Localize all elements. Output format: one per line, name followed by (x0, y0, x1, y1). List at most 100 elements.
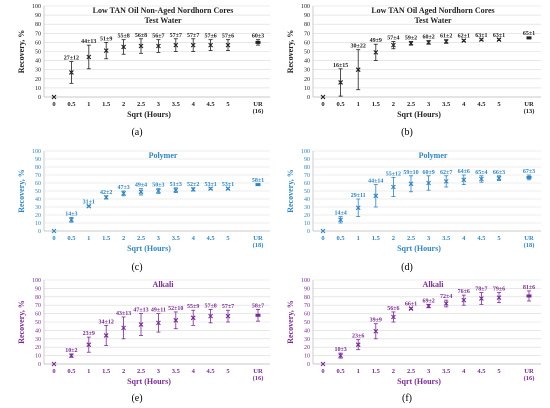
y-tick-label: 0 (38, 229, 41, 235)
x-tick-label: 5 (497, 368, 501, 375)
x-tick-label: 4 (192, 101, 196, 108)
x-axis-label: Sqrt (Hours) (127, 244, 171, 253)
data-point (225, 313, 231, 319)
x-tick-label: 4.5 (477, 235, 486, 242)
data-point (408, 181, 414, 187)
x-tick-label: 5 (226, 235, 230, 242)
y-tick-label: 20 (304, 77, 310, 83)
x-tick-label: 0 (321, 235, 324, 242)
data-label: 47±13 (133, 308, 148, 314)
x-axis-label: Sqrt (Hours) (397, 244, 441, 253)
ur-tick-label: UR (253, 235, 263, 242)
y-tick-label: 60 (304, 181, 310, 187)
data-point (51, 228, 57, 234)
data-label: 51±9 (100, 36, 112, 42)
x-tick-label: 4.5 (207, 235, 216, 242)
x-tick-label: 1 (87, 368, 90, 375)
x-tick-label: 0.5 (67, 101, 76, 108)
y-tick-label: 30 (304, 68, 310, 74)
panel-label: (d) (401, 262, 413, 273)
x-tick-label: 4.5 (477, 101, 486, 108)
data-point (156, 320, 161, 326)
y-tick-label: 60 (35, 181, 41, 187)
y-tick-label: 20 (304, 345, 310, 351)
data-point (479, 296, 484, 301)
x-tick-label: 3 (427, 101, 431, 108)
x-tick-label: 4 (192, 368, 196, 375)
y-tick-label: 80 (35, 295, 41, 301)
x-tick-label: 3 (157, 235, 161, 242)
data-label: 56±7 (152, 34, 164, 40)
ur-data-label: 60±3 (252, 34, 264, 40)
data-point (496, 37, 502, 43)
x-tick-label: 2.5 (137, 235, 146, 242)
panel-title: Test Water (414, 16, 452, 25)
x-tick-label: 2 (122, 235, 125, 242)
y-tick-label: 10 (304, 221, 310, 227)
data-point (69, 217, 74, 223)
data-label: 57±4 (387, 35, 399, 41)
x-tick-label: 2 (392, 368, 395, 375)
data-point (373, 50, 379, 55)
y-tick-label: 0 (38, 362, 41, 368)
data-point (338, 80, 343, 85)
data-label: 78±7 (475, 287, 487, 293)
panel-label: (a) (131, 127, 142, 138)
y-tick-label: 60 (304, 40, 310, 46)
y-tick-label: 40 (35, 328, 41, 334)
x-tick-label: 1.5 (102, 101, 111, 108)
y-tick-label: 30 (304, 337, 310, 343)
data-point (461, 177, 467, 183)
x-tick-label: 3 (157, 368, 161, 375)
y-tick-label: 100 (301, 4, 310, 10)
data-label: 10±3 (334, 347, 346, 353)
data-point (103, 195, 109, 200)
x-tick-label: 4.5 (477, 368, 486, 375)
data-label: 49±4 (135, 183, 147, 189)
data-label: 10±2 (65, 348, 77, 354)
y-tick-label: 0 (38, 95, 41, 101)
y-tick-label: 100 (32, 4, 41, 10)
data-point (355, 67, 361, 73)
y-tick-label: 70 (304, 303, 310, 309)
ur-data-label: 81±6 (523, 285, 535, 291)
y-tick-label: 100 (301, 278, 310, 284)
x-tick-label: 2 (122, 101, 125, 108)
y-tick-label: 50 (35, 50, 41, 56)
panel-title: Polymer (419, 151, 448, 160)
data-label: 53±1 (222, 182, 234, 188)
x-tick-label: 5 (497, 101, 501, 108)
data-label: 59±10 (403, 170, 418, 176)
panel-4 (312, 150, 541, 234)
data-point (51, 94, 57, 100)
panel-title: Low TAN Oil Aged Nordhorn Cores (371, 6, 494, 15)
data-label: 55±12 (386, 171, 401, 177)
x-tick-label: 4 (462, 101, 466, 108)
data-point (86, 342, 92, 348)
y-tick-label: 30 (304, 205, 310, 211)
x-tick-label: 0 (52, 101, 55, 108)
data-point (443, 179, 449, 184)
x-tick-label: 3.5 (172, 101, 181, 108)
panel-label: (c) (131, 262, 142, 273)
data-label: 57±6 (204, 34, 216, 40)
y-tick-label: 90 (35, 286, 41, 292)
panel-1 (43, 5, 270, 100)
data-point (138, 189, 144, 195)
data-point (391, 314, 396, 320)
x-tick-label: 2.5 (407, 101, 416, 108)
ur-tick-label: UR (524, 101, 534, 108)
x-tick-label: 3.5 (442, 101, 451, 108)
x-tick-label: 0.5 (67, 368, 76, 375)
ur-marker (255, 313, 261, 317)
y-tick-label: 20 (35, 345, 41, 351)
y-tick-label: 70 (304, 173, 310, 179)
data-label: 43±13 (116, 311, 131, 317)
panel-title: Test Water (144, 16, 182, 25)
data-label: 76±6 (458, 289, 470, 295)
data-point (190, 187, 196, 192)
data-point (391, 184, 396, 190)
ur-data-label: 67±3 (523, 169, 535, 175)
x-tick-label: 3 (427, 235, 431, 242)
data-point (86, 203, 92, 209)
